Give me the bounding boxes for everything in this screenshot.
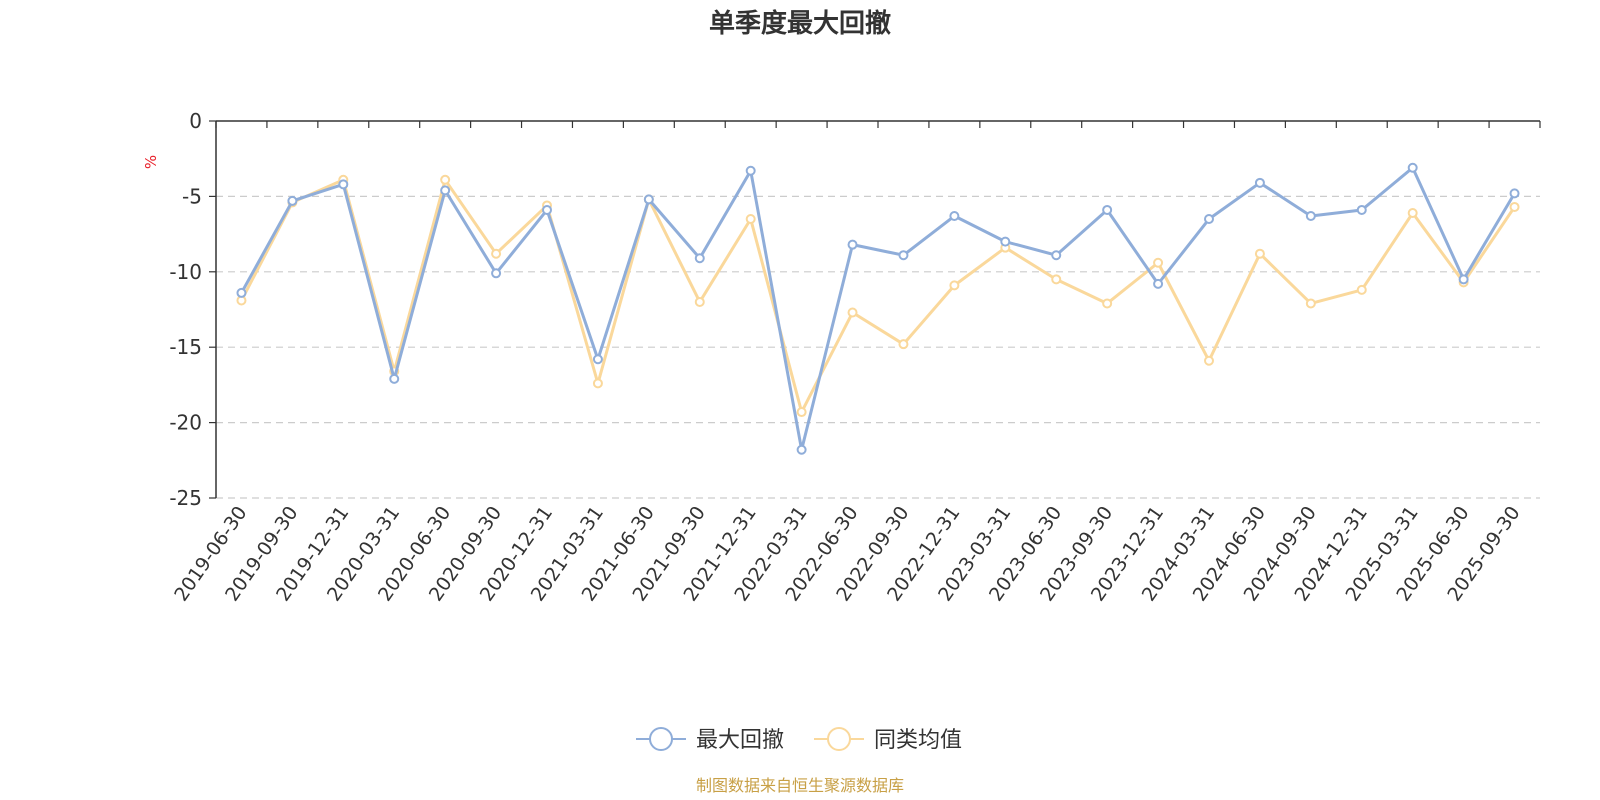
data-point[interactable] xyxy=(1305,211,1316,222)
data-point[interactable] xyxy=(694,296,705,307)
data-point[interactable] xyxy=(1000,236,1011,247)
legend[interactable]: 最大回撤 同类均值 xyxy=(636,727,962,753)
data-point[interactable] xyxy=(1204,355,1214,366)
data-point[interactable] xyxy=(745,214,756,225)
data-point[interactable] xyxy=(1153,278,1164,289)
data-point[interactable] xyxy=(1509,188,1520,199)
data-point[interactable] xyxy=(1305,298,1316,309)
data-point[interactable] xyxy=(949,280,960,291)
series-1 xyxy=(236,174,1520,418)
data-point[interactable] xyxy=(1254,177,1265,188)
data-point[interactable] xyxy=(1051,274,1062,285)
y-tick-label: -10 xyxy=(169,260,202,284)
legend-swatch-marker xyxy=(649,727,673,751)
data-point[interactable] xyxy=(491,248,502,259)
series-lines xyxy=(236,162,1520,455)
data-point[interactable] xyxy=(847,307,858,318)
data-point[interactable] xyxy=(1509,201,1520,212)
data-point[interactable] xyxy=(1356,204,1367,215)
y-tick-label: -20 xyxy=(169,411,202,435)
data-point[interactable] xyxy=(287,195,298,206)
data-point[interactable] xyxy=(542,204,552,215)
data-point[interactable] xyxy=(491,268,502,279)
data-point[interactable] xyxy=(338,179,349,190)
y-tick-label: -25 xyxy=(169,486,202,510)
data-point[interactable] xyxy=(643,194,654,205)
series-line xyxy=(240,166,1516,452)
legend-label: 同类均值 xyxy=(874,728,962,753)
data-point[interactable] xyxy=(1254,248,1265,259)
data-point[interactable] xyxy=(592,354,603,365)
y-tick-label: -5 xyxy=(182,184,202,208)
data-point[interactable] xyxy=(898,339,909,350)
data-point[interactable] xyxy=(1102,298,1113,309)
source-note: 制图数据来自恒生聚源数据库 xyxy=(696,776,904,795)
legend-label: 最大回撤 xyxy=(696,728,784,753)
data-point[interactable] xyxy=(236,287,247,298)
data-point[interactable] xyxy=(745,165,756,176)
series-line xyxy=(240,178,1516,414)
legend-item-0[interactable]: 最大回撤 xyxy=(636,727,784,753)
y-axis-unit: % xyxy=(142,155,160,169)
chart-title: 单季度最大回撤 xyxy=(709,8,891,39)
data-point[interactable] xyxy=(796,444,807,455)
y-tick-label: 0 xyxy=(189,109,202,133)
legend-swatch-marker xyxy=(827,727,851,751)
legend-item-1[interactable]: 同类均值 xyxy=(814,727,962,753)
data-point[interactable] xyxy=(1356,284,1367,295)
data-point[interactable] xyxy=(949,211,960,222)
data-point[interactable] xyxy=(898,250,909,261)
data-point[interactable] xyxy=(440,174,451,185)
data-point[interactable] xyxy=(1204,214,1214,225)
data-point[interactable] xyxy=(592,378,603,389)
data-point[interactable] xyxy=(1458,274,1469,285)
series-0 xyxy=(236,162,1520,455)
y-tick-label: -15 xyxy=(169,335,202,359)
data-point[interactable] xyxy=(796,407,807,418)
data-point[interactable] xyxy=(1407,207,1418,218)
data-point[interactable] xyxy=(440,185,451,196)
data-point[interactable] xyxy=(1153,257,1164,268)
axes: 0-5-10-15-20-252019-06-302019-09-302019-… xyxy=(169,109,1541,605)
data-point[interactable] xyxy=(389,373,400,384)
data-point[interactable] xyxy=(1102,204,1113,215)
data-point[interactable] xyxy=(847,239,858,250)
data-point[interactable] xyxy=(1407,162,1418,173)
data-point[interactable] xyxy=(694,253,705,264)
data-point[interactable] xyxy=(1051,250,1062,261)
grid-lines xyxy=(216,195,1540,499)
